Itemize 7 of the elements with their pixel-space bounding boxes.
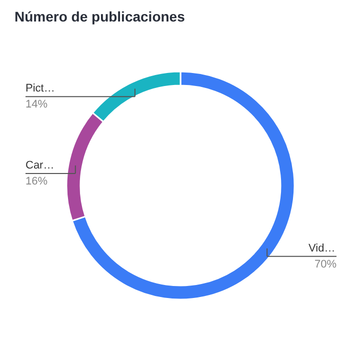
slice-label: Pict… (26, 82, 55, 95)
data-label: 16% (26, 175, 48, 188)
slice-label: Car… (26, 159, 54, 172)
chart-title: Número de publicaciones (14, 8, 186, 24)
slice-label: Vid… (308, 242, 336, 254)
data-label: 14% (26, 98, 48, 111)
data-label: 70% (314, 258, 337, 270)
